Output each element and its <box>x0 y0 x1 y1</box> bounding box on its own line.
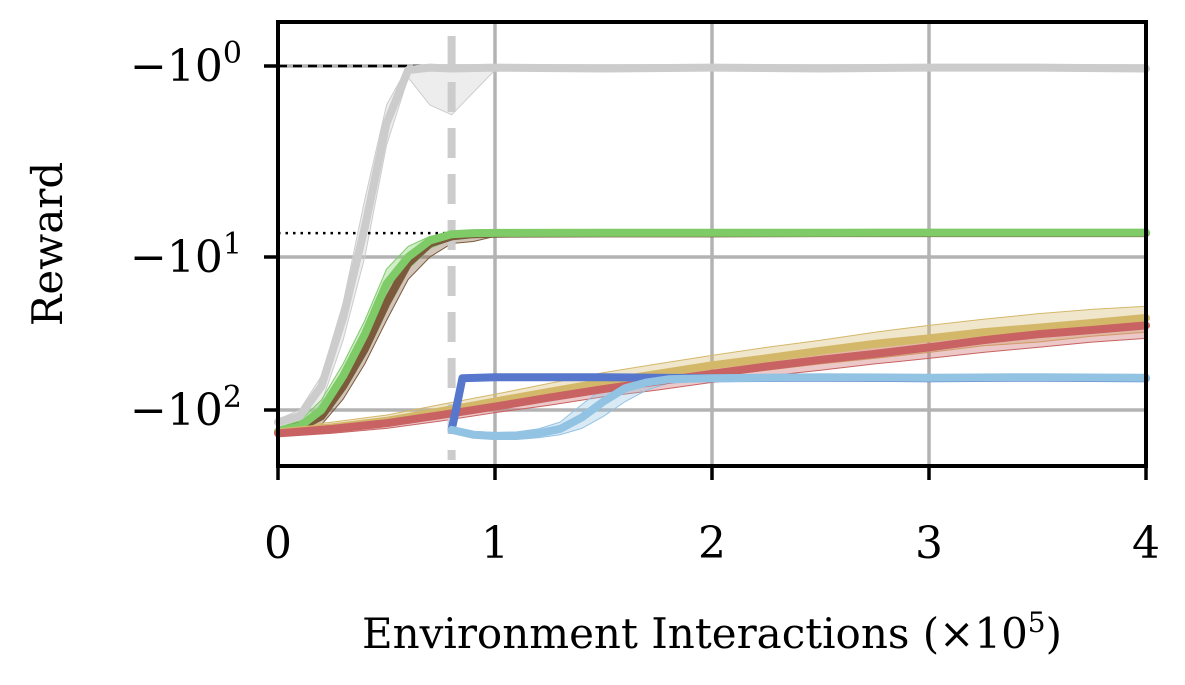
x-tick-label: 3 <box>915 518 943 569</box>
series-line-0 <box>274 63 1150 427</box>
y-tick-label: −102 <box>130 380 242 436</box>
series-line-4 <box>274 321 1150 438</box>
x-tick-label: 4 <box>1132 518 1160 569</box>
series-line-2 <box>274 228 1150 436</box>
y-axis-label: Reward <box>23 162 72 326</box>
x-tick-label: 0 <box>264 518 292 569</box>
x-axis-ticks: 0 1 2 3 4 <box>264 466 1160 569</box>
series-line-6 <box>447 373 1150 441</box>
series-lines <box>274 63 1150 441</box>
y-tick-label: −101 <box>130 227 242 283</box>
y-tick-label: −100 <box>130 36 242 92</box>
x-tick-label: 1 <box>481 518 509 569</box>
x-tick-label: 2 <box>698 518 726 569</box>
x-axis-label: Environment Interactions (×105) <box>362 606 1062 658</box>
y-axis-ticks: −100 −101 −102 <box>130 36 278 436</box>
